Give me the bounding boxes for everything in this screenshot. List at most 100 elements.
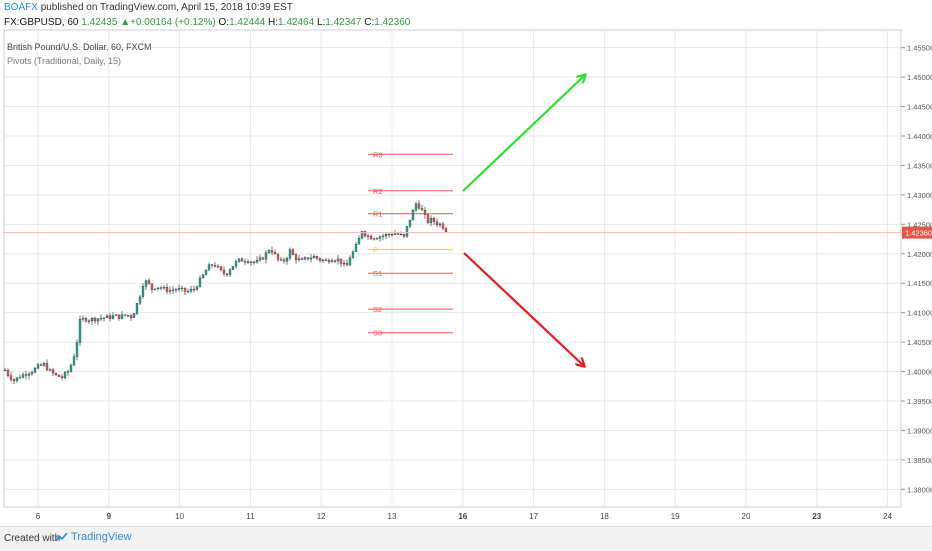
candle-body <box>66 371 70 373</box>
candle-body <box>9 375 13 380</box>
candle-body <box>117 314 121 319</box>
y-tick-label: 1.39500 <box>907 397 932 406</box>
brand-label: TradingView <box>71 531 132 543</box>
candle-body <box>21 374 25 378</box>
x-tick-label: 20 <box>742 512 751 521</box>
last-value: 1.42435 <box>81 17 118 28</box>
open-value: 1.42444 <box>229 17 266 28</box>
tradingview-logo-icon <box>56 532 68 542</box>
candle-body <box>168 290 172 292</box>
candle-body <box>192 288 196 291</box>
pivot-label: S2 <box>373 305 382 314</box>
candle-body <box>42 363 46 366</box>
ohlc-bar: FX:GBPUSD, 60 1.42435 ▲+0.00164 (+0.12%)… <box>4 17 410 28</box>
candle-body <box>423 209 427 215</box>
candle-body <box>27 373 31 376</box>
candle-body <box>39 364 43 366</box>
candle-body <box>150 283 154 290</box>
candle-body <box>132 313 136 318</box>
x-tick-label: 23 <box>812 512 821 521</box>
candle-body <box>378 236 382 239</box>
candle-body <box>6 369 10 376</box>
candle-body <box>78 319 82 343</box>
candle-body <box>285 258 289 262</box>
candle-body <box>141 286 145 297</box>
candle-body <box>237 258 241 262</box>
legend-series: British Pound/U.S. Dollar, 60, FXCM <box>7 42 152 52</box>
plot-area[interactable] <box>3 29 902 508</box>
candle-body <box>375 238 379 240</box>
candle-body <box>267 250 271 253</box>
candle-body <box>102 317 106 319</box>
candle-body <box>261 257 265 260</box>
close-value: 1.42360 <box>374 17 411 28</box>
candle-body <box>303 257 307 260</box>
candle-body <box>264 252 268 260</box>
candle-body <box>15 377 19 381</box>
candle-body <box>60 376 64 379</box>
candle-body <box>270 250 274 253</box>
time-axis[interactable]: 6 9 10 11 12 13 16 17 18 19 20 23 24 <box>36 512 893 521</box>
candle-body <box>315 256 319 259</box>
candle-body <box>330 260 334 263</box>
price-chart[interactable]: R3 R2 R1 P S1 S2 S3 1.45500 1.45000 1.44500 1.440… <box>0 0 932 526</box>
low-value: 1.42347 <box>325 17 362 28</box>
arrow-up-icon: ▲ <box>120 17 131 28</box>
candle-body <box>369 235 373 240</box>
candle-body <box>201 274 205 279</box>
candle-body <box>360 231 364 239</box>
y-tick-label: 1.38000 <box>907 485 932 494</box>
candle-body <box>111 315 115 319</box>
tradingview-link[interactable]: TradingView <box>56 531 132 543</box>
candle-body <box>408 219 412 227</box>
candle-body <box>30 372 34 375</box>
candle-body <box>327 259 331 263</box>
candle-body <box>120 314 124 319</box>
candle-body <box>321 259 325 261</box>
candle-body <box>390 234 394 236</box>
pivot-label: S3 <box>373 329 382 338</box>
candle-body <box>57 374 61 377</box>
y-tick-label: 1.42500 <box>907 220 932 229</box>
candle-body <box>444 228 448 233</box>
candle-body <box>372 238 376 240</box>
last-price-tag <box>902 226 932 239</box>
candle-body <box>435 221 439 226</box>
candle-body <box>54 372 58 376</box>
candle-body <box>213 265 217 267</box>
candle-body <box>306 257 310 260</box>
candle-body <box>204 269 208 275</box>
candle-body <box>153 288 157 290</box>
x-tick-label: 17 <box>529 512 538 521</box>
candle-body <box>186 291 190 293</box>
candle-body <box>123 314 127 316</box>
x-tick-label: 11 <box>246 512 255 521</box>
candle-body <box>438 223 442 226</box>
arrow-up-annotation[interactable] <box>462 75 585 192</box>
candle-body <box>105 315 109 319</box>
candle-body <box>138 296 142 304</box>
candle-body <box>162 287 166 289</box>
price-axis[interactable]: 1.45500 1.45000 1.44500 1.44000 1.43500 1.430… <box>901 44 932 495</box>
y-tick-label: 1.44000 <box>907 132 932 141</box>
candle-body <box>165 287 169 292</box>
candle-body <box>156 287 160 290</box>
author-link[interactable]: BOAFX <box>4 2 38 13</box>
y-tick-label: 1.41500 <box>907 279 932 288</box>
candle-body <box>195 286 199 290</box>
candle-body <box>225 273 229 276</box>
arrow-down-annotation[interactable] <box>463 252 584 366</box>
candle-body <box>87 320 91 322</box>
candle-body <box>180 287 184 289</box>
candle-body <box>282 259 286 262</box>
candle-body <box>3 369 7 372</box>
candle-body <box>402 234 406 237</box>
candle-body <box>345 263 349 266</box>
candle-body <box>69 365 73 372</box>
candle-body <box>45 363 49 371</box>
candle-body <box>318 258 322 261</box>
candle-body <box>333 260 337 262</box>
x-tick-label: 12 <box>317 512 326 521</box>
change-value: +0.00164 (+0.12%) <box>130 17 216 28</box>
candle-body <box>426 214 430 223</box>
